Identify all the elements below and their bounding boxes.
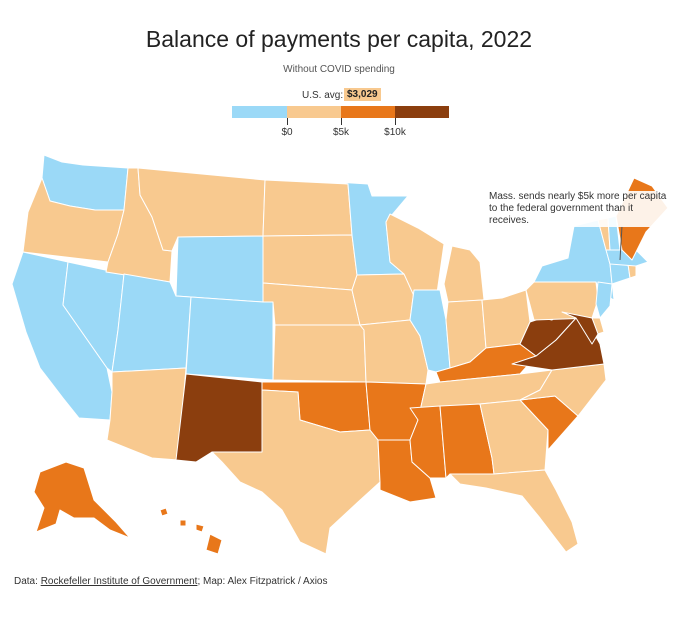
chart-subtitle: Without COVID spending: [283, 64, 395, 75]
legend-tick-label: $0: [281, 127, 293, 138]
massachusetts-annotation: Mass. sends nearly $5k more per capita t…: [489, 191, 674, 227]
state-ak: [33, 461, 131, 539]
legend-bin-0-5k: [287, 106, 341, 118]
state-az: [106, 367, 187, 461]
legend-bin-10k-plus: [395, 106, 449, 118]
state-ct: [609, 263, 631, 285]
state-pa: [525, 281, 599, 321]
state-nj: [595, 281, 613, 319]
state-mi: [443, 245, 485, 303]
state-ne: [262, 282, 361, 326]
state-hi: [159, 507, 223, 555]
state-fl: [449, 469, 579, 553]
legend-bin-negative: [232, 106, 287, 118]
legend: U.S. avg: $3,029 $0 $5k $10k: [0, 0, 678, 150]
legend-tick: [287, 118, 288, 125]
footer-credit: ; Map: Alex Fitzpatrick / Axios: [197, 576, 328, 587]
state-co: [185, 296, 274, 381]
us-average-label: U.S. avg:: [302, 90, 344, 101]
state-wy: [175, 235, 264, 303]
us-average-value: $3,029: [344, 88, 381, 101]
state-sd: [262, 234, 358, 291]
legend-tick: [395, 118, 396, 125]
annotation-pointer: [619, 225, 623, 261]
state-tx: [211, 389, 381, 555]
state-nd: [262, 179, 353, 237]
footer-credits: Data: Rockefeller Institute of Governmen…: [14, 576, 327, 587]
state-md: [561, 311, 599, 345]
state-ia: [351, 273, 415, 326]
legend-tick-label: $10k: [384, 127, 406, 138]
source-link[interactable]: Rockefeller Institute of Government: [40, 576, 198, 587]
legend-tick: [341, 118, 342, 125]
state-ks: [272, 324, 367, 383]
legend-bin-5k-10k: [341, 106, 395, 118]
legend-tick-label: $5k: [332, 127, 350, 138]
state-nm: [175, 373, 263, 463]
footer-data-prefix: Data:: [14, 576, 38, 587]
chart-title: Balance of payments per capita, 2022: [145, 26, 533, 52]
